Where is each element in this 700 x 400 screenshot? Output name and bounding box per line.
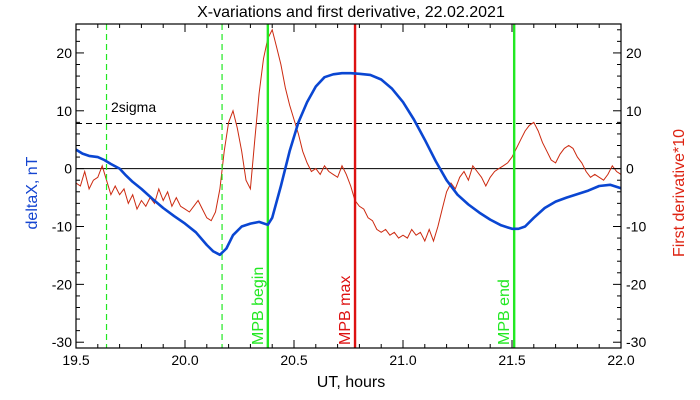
x-tick-label: 22.0 — [607, 352, 634, 368]
vertical-line-label: MPB max — [337, 276, 354, 345]
chart-title: X-variations and first derivative, 22.02… — [197, 4, 505, 21]
series-line-derivative — [75, 28, 622, 243]
x-tick-label: 20.0 — [171, 352, 198, 368]
y-tick-label-right: 0 — [626, 161, 634, 177]
y-tick-label-right: -20 — [626, 276, 646, 292]
x-tick-label: 21.0 — [389, 352, 416, 368]
y-tick-label-left: 20 — [56, 45, 72, 61]
x-axis-title: UT, hours — [317, 374, 385, 391]
y-tick-label-left: 10 — [56, 103, 72, 119]
y-tick-label-right: 10 — [626, 103, 642, 119]
y-tick-label-left: -30 — [52, 334, 72, 350]
plot-frame — [75, 23, 622, 349]
y-tick-label-left: -20 — [52, 276, 72, 292]
vertical-line-label: MPB end — [496, 279, 513, 345]
y-tick-label-left: -10 — [52, 219, 72, 235]
y-tick-label-left: 0 — [64, 161, 72, 177]
y-axis-title-right: First derivative*10 — [671, 129, 688, 257]
y-tick-label-right: 20 — [626, 45, 642, 61]
series-line-deltax — [75, 71, 622, 257]
x-tick-label: 19.5 — [62, 352, 89, 368]
x-tick-label: 21.5 — [498, 352, 525, 368]
plot-area: MPB begin MPB max MPB end 19.5 20.0 20.5 21.0 2… — [52, 24, 646, 368]
vertical-line-label: MPB begin — [250, 267, 267, 345]
x-tick-label: 20.5 — [280, 352, 307, 368]
y-tick-label-right: -30 — [626, 334, 646, 350]
two-sigma-label: 2sigma — [111, 99, 156, 115]
y-axis-title-left: deltaX, nT — [24, 156, 41, 229]
y-tick-label-right: -10 — [626, 219, 646, 235]
